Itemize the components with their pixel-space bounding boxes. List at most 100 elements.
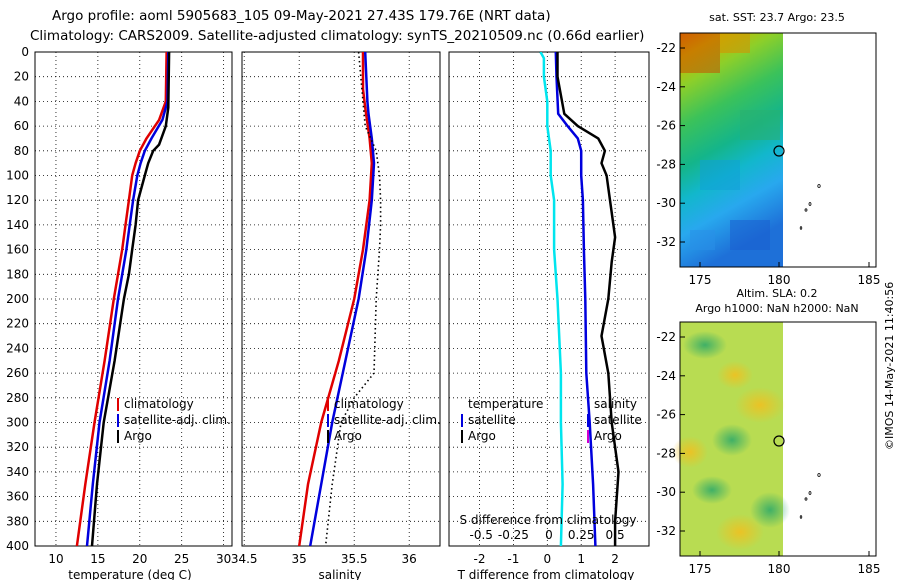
- legend-label-t-argo: Argo: [468, 429, 496, 443]
- depth-tick-label: 300: [6, 416, 29, 430]
- x-tick-label: 34.5: [231, 552, 258, 566]
- sla-map-subtitle-1: Altim. SLA: 0.2: [736, 287, 817, 300]
- map-lat-tick-label: -32: [656, 524, 676, 538]
- map-lon-tick-label: 180: [768, 273, 791, 287]
- map-lon-tick-label: 185: [858, 562, 881, 576]
- legend-swatch-t-satellite: [461, 414, 463, 427]
- depth-tick-label: 260: [6, 366, 29, 380]
- depth-tick-label: 200: [6, 292, 29, 306]
- x-tick-label: -2: [474, 552, 486, 566]
- depth-tick-label: 0: [21, 45, 29, 59]
- map-lat-tick-label: -30: [656, 485, 676, 499]
- map-lat-tick-label: -24: [656, 369, 676, 383]
- s-diff-tick-label: -0.25: [498, 528, 529, 542]
- x-tick-label: 2: [611, 552, 619, 566]
- map-lon-tick-label: 180: [768, 562, 791, 576]
- s-diff-tick-label: 0: [545, 528, 553, 542]
- argo-location-marker: [773, 435, 785, 447]
- legend-swatch-s-argo: [587, 430, 589, 443]
- depth-tick-label: 360: [6, 490, 29, 504]
- title-line-2: Climatology: CARS2009. Satellite-adjuste…: [30, 28, 644, 44]
- map-lat-tick-label: -28: [656, 157, 676, 171]
- s-difference-axis-label: S difference from climatology: [460, 513, 637, 527]
- legend-swatch-t-argo: [461, 430, 463, 443]
- temperature-legend: climatology satellite-adj. clim. Argo: [117, 397, 231, 443]
- map-lat-tick-label: -26: [656, 119, 676, 133]
- island-outlines: [799, 473, 821, 519]
- series-line-satellite: [308, 52, 376, 546]
- map-lat-tick-label: -28: [656, 446, 676, 460]
- x-tick-label: 20: [132, 552, 147, 566]
- depth-tick-label: 340: [6, 465, 29, 479]
- legend-swatch-argo: [327, 430, 329, 443]
- difference-series: [539, 52, 620, 546]
- x-tick-label: 36: [402, 552, 417, 566]
- legend-swatch-argo: [117, 430, 119, 443]
- depth-tick-label: 140: [6, 218, 29, 232]
- x-tick-label: -1: [507, 552, 519, 566]
- depth-tick-label: 380: [6, 514, 29, 528]
- sst-map-tick-labels: 175 180 185 -22 -24 -26 -28 -30 -32: [656, 41, 880, 287]
- sst-map-texture: [680, 33, 780, 250]
- map-lon-tick-label: 175: [689, 562, 712, 576]
- legend-heading-salinity: salinity: [594, 397, 637, 411]
- series-line-climatology: [297, 52, 374, 546]
- legend-label-s-satellite: satellite: [594, 413, 642, 427]
- argo-location-marker: [773, 145, 785, 157]
- legend-label-argo: Argo: [334, 429, 362, 443]
- difference-legend: temperature satellite Argo salinity sate…: [460, 397, 642, 527]
- s-diff-tick-label: 0.5: [606, 528, 625, 542]
- legend-swatch-s-satellite: [587, 414, 589, 427]
- legend-swatch-satellite: [327, 414, 329, 427]
- depth-tick-label: 20: [14, 70, 29, 84]
- sla-map-tick-labels: 175 180 185 -22 -24 -26 -28 -30 -32: [656, 330, 880, 576]
- salinity-series: [297, 52, 382, 546]
- map-lat-tick-label: -32: [656, 235, 676, 249]
- temperature-axis-label: temperature (deg C): [68, 568, 191, 580]
- legend-label-s-argo: Argo: [594, 429, 622, 443]
- sla-map-subtitle-2: Argo h1000: NaN h2000: NaN: [695, 302, 858, 315]
- salinity-legend: climatology satellite-adj. clim. Argo: [327, 397, 441, 443]
- depth-tick-label: 180: [6, 267, 29, 281]
- series-line-t-argo-diff: [556, 52, 620, 546]
- salinity-axis-label: salinity: [318, 568, 361, 580]
- legend-label-argo: Argo: [124, 429, 152, 443]
- legend-swatch-climatology: [117, 398, 119, 411]
- s-diff-tick-label: 0.25: [568, 528, 595, 542]
- depth-tick-label: 400: [6, 539, 29, 553]
- map-lon-tick-label: 175: [689, 273, 712, 287]
- x-tick-label: 15: [90, 552, 105, 566]
- x-tick-label: 1: [577, 552, 585, 566]
- series-line-t-satellite-diff: [539, 52, 564, 546]
- temperature-plot-frame: [34, 51, 233, 547]
- temperature-series: [75, 52, 171, 546]
- x-tick-label: 0: [543, 552, 551, 566]
- series-line-climatology: [75, 52, 168, 546]
- temperature-grid: [35, 52, 232, 546]
- depth-tick-label: 40: [14, 94, 29, 108]
- legend-heading-temperature: temperature: [468, 397, 543, 411]
- depth-tick-label: 220: [6, 317, 29, 331]
- imos-credit-label: ©IMOS 14-May-2021 11:40:56: [883, 282, 896, 450]
- sst-map-title: sat. SST: 23.7 Argo: 23.5: [709, 11, 845, 24]
- depth-tick-label: 80: [14, 144, 29, 158]
- depth-tick-label: 240: [6, 341, 29, 355]
- depth-tick-label: 120: [6, 193, 29, 207]
- depth-tick-label: 280: [6, 391, 29, 405]
- sst-map-frame: [679, 32, 877, 268]
- legend-label-t-satellite: satellite: [468, 413, 516, 427]
- depth-tick-labels: 0 20 40 60 80 100 120 140 160 180 200 220 240 260 280 3…: [6, 45, 29, 553]
- island-outlines: [799, 184, 821, 230]
- legend-label-climatology: climatology: [334, 397, 404, 411]
- x-tick-label: 35.5: [341, 552, 368, 566]
- map-lon-tick-label: 185: [858, 273, 881, 287]
- map-lat-tick-label: -30: [656, 196, 676, 210]
- legend-label-climatology: climatology: [124, 397, 194, 411]
- map-lat-tick-label: -22: [656, 330, 676, 344]
- depth-tick-label: 320: [6, 440, 29, 454]
- legend-label-satellite: satellite-adj. clim.: [124, 413, 231, 427]
- series-line-s-satellite-diff: [554, 52, 597, 546]
- legend-swatch-satellite: [117, 414, 119, 427]
- sla-map-frame: [679, 321, 877, 557]
